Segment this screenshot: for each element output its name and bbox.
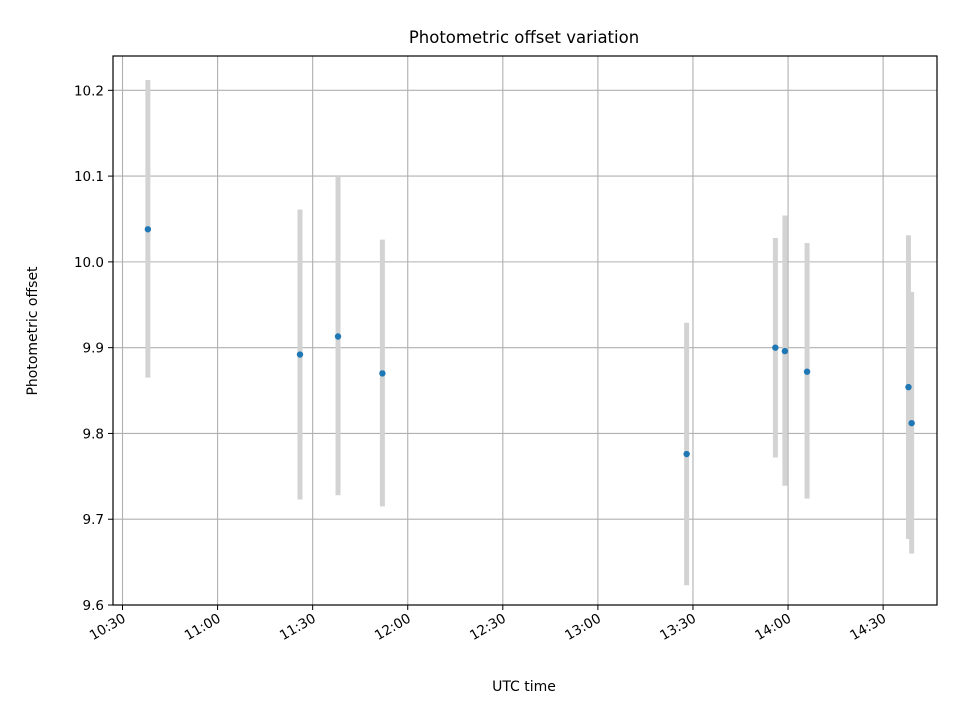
errorbars (145, 80, 915, 586)
y-tick-label: 9.6 (83, 598, 104, 614)
x-tick-label: 14:30 (847, 611, 889, 644)
y-axis-label: Photometric offset (25, 266, 41, 396)
data-point (683, 450, 690, 458)
data-point (296, 351, 304, 358)
data-point (144, 226, 152, 233)
data-point (908, 419, 915, 427)
x-tick-label: 12:30 (467, 611, 509, 644)
data-point (803, 368, 811, 375)
plot-frame (112, 55, 938, 606)
y-tick-label: 9.7 (83, 512, 104, 528)
y-tick-label: 10.0 (74, 255, 104, 271)
x-tick-label: 13:30 (657, 611, 699, 644)
x-tick-label: 11:30 (277, 611, 319, 644)
y-tick-label: 9.9 (83, 341, 104, 357)
x-tick-label: 14:00 (752, 611, 794, 644)
grid (113, 56, 937, 606)
data-points (144, 226, 915, 458)
data-point (905, 383, 912, 391)
y-tick-label: 10.2 (74, 83, 104, 99)
x-tick-label: 10:30 (87, 611, 129, 644)
x-tick-label: 13:00 (562, 611, 604, 644)
y-tick-label: 9.8 (83, 426, 104, 442)
data-point (334, 333, 342, 340)
y-tick-label: 10.1 (74, 169, 104, 185)
data-point (772, 344, 779, 351)
x-axis-label: UTC time (492, 679, 556, 695)
data-point (379, 370, 386, 377)
x-tick-label: 11:00 (182, 611, 224, 644)
x-tick-label: 12:00 (372, 611, 414, 644)
chart-title: Photometric offset variation (409, 28, 639, 47)
y-axis-ticks: 9.6 9.7 9.8 9.9 10.0 10.1 10.2 (74, 83, 113, 614)
data-point (781, 347, 789, 355)
x-axis-ticks: 10:30 11:00 11:30 12:00 12:30 13:00 13:30 14:00… (87, 605, 889, 644)
